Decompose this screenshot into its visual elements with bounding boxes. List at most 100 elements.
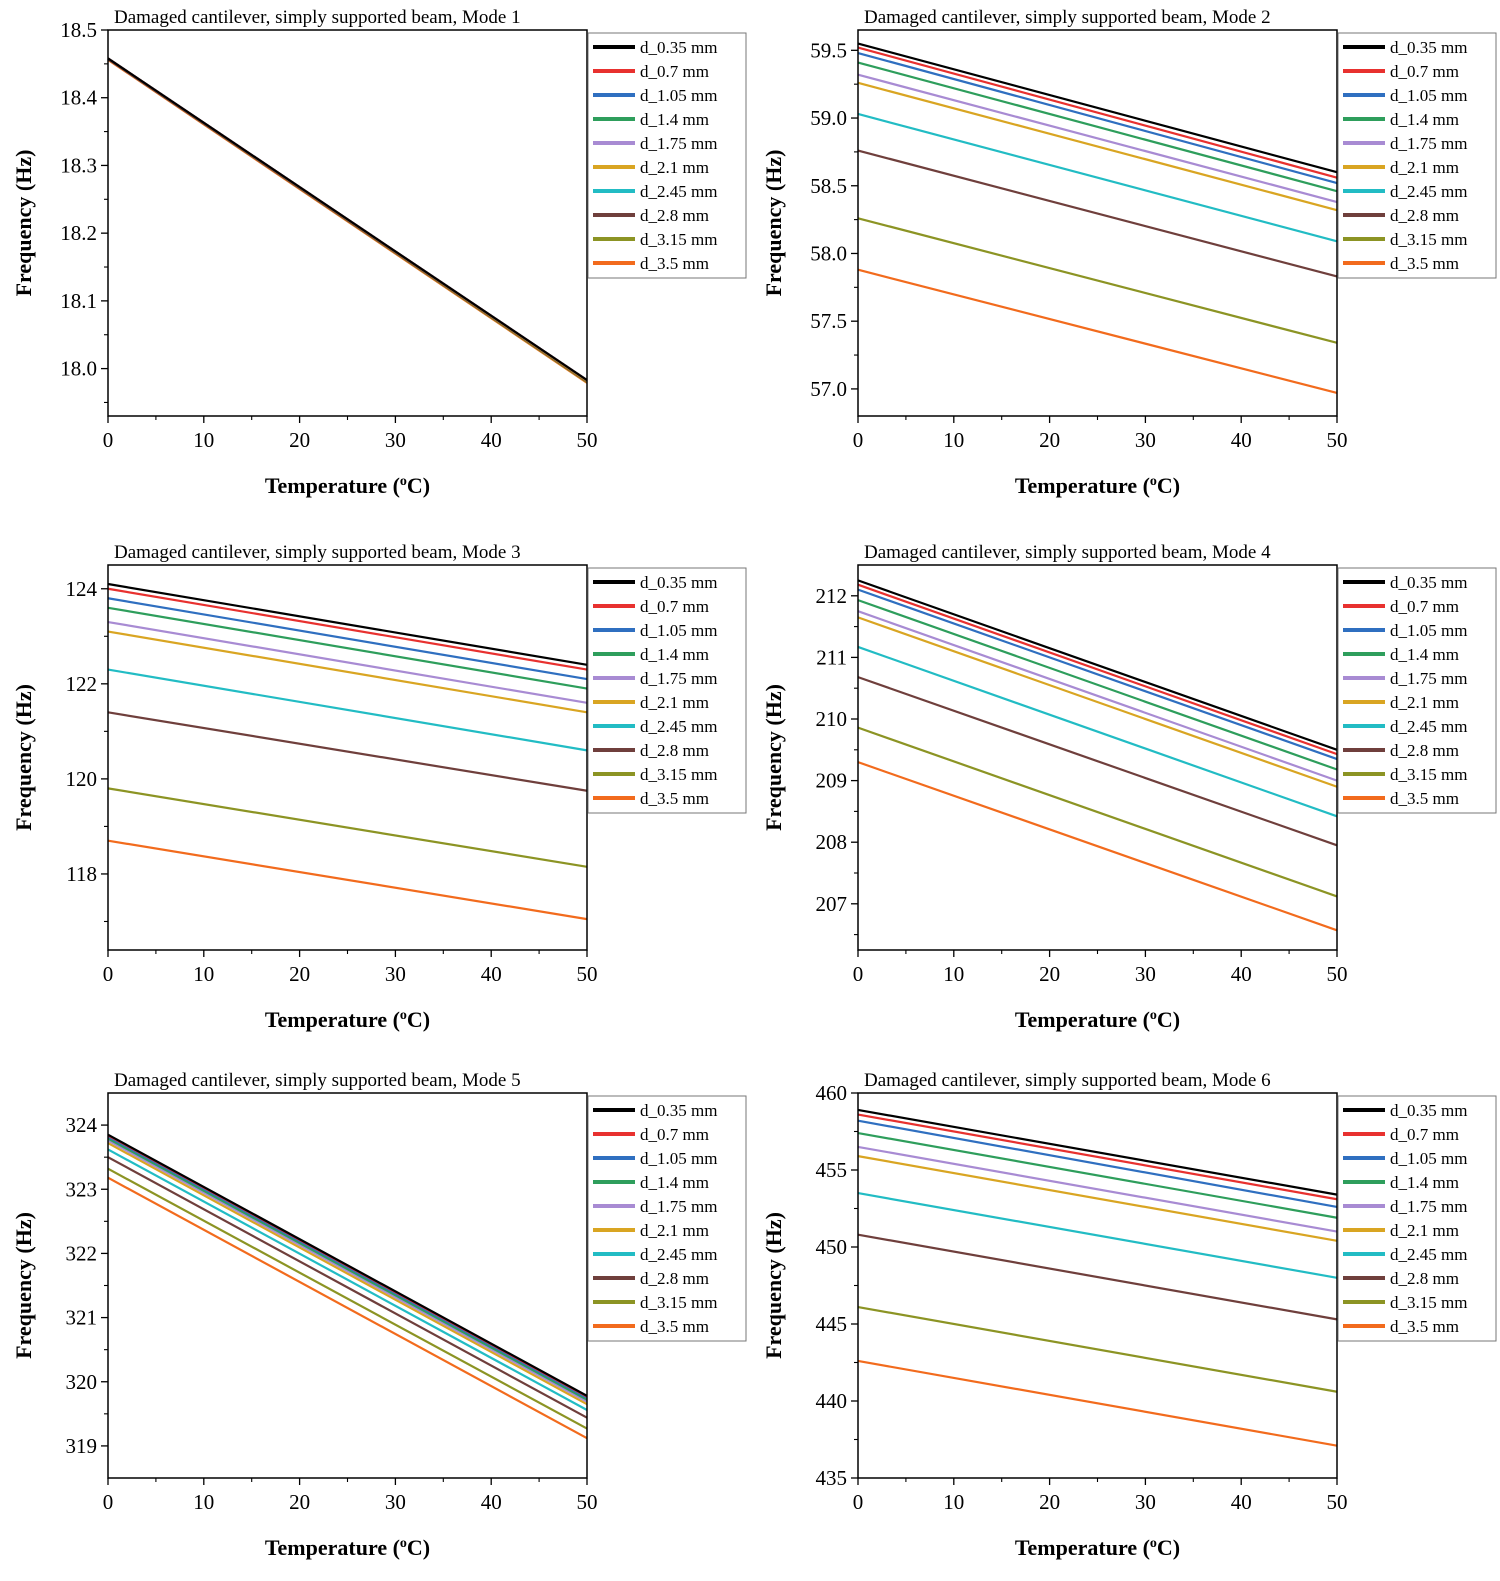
y-tick-label: 207: [816, 892, 848, 916]
x-tick-label: 0: [103, 962, 114, 986]
series-line-d-2.1-mm: [857, 1155, 1338, 1242]
x-tick-label: 40: [481, 1490, 502, 1514]
plot-frame: [107, 564, 588, 951]
plot-frame: [107, 1092, 588, 1479]
x-tick-label: 10: [193, 962, 214, 986]
x-tick-label: 30: [385, 962, 406, 986]
y-tick-label: 210: [816, 707, 848, 731]
legend-label: d_2.45 mm: [640, 1245, 717, 1264]
legend-label: d_2.8 mm: [1390, 1269, 1459, 1288]
chart-title: Damaged cantilever, simply supported bea…: [864, 7, 1271, 28]
x-tick-label: 30: [385, 1490, 406, 1514]
y-tick-label: 323: [66, 1177, 98, 1201]
x-tick-label: 20: [289, 428, 310, 452]
series-line-d-2.45-mm: [857, 112, 1338, 243]
y-tick-label: 58.5: [810, 174, 847, 198]
series-line-d-1.75-mm: [107, 1139, 588, 1403]
y-tick-label: 58.0: [810, 241, 847, 265]
legend-label: d_1.75 mm: [1390, 669, 1467, 688]
legend-label: d_2.1 mm: [1390, 158, 1459, 177]
plot-frame: [107, 29, 588, 417]
legend-label: d_1.4 mm: [640, 645, 709, 664]
y-tick-label: 450: [816, 1235, 848, 1259]
y-tick-label: 211: [816, 645, 847, 669]
legend-label: d_0.7 mm: [640, 62, 709, 81]
legend-label: d_3.5 mm: [1390, 789, 1459, 808]
y-axis-label: Frequency (Hz): [761, 1212, 786, 1359]
legend-label: d_0.35 mm: [640, 573, 717, 592]
y-tick-label: 18.0: [60, 357, 97, 381]
legend-label: d_3.15 mm: [1390, 230, 1467, 249]
legend-label: d_2.1 mm: [640, 1221, 709, 1240]
legend-label: d_1.05 mm: [1390, 1149, 1467, 1168]
x-tick-label: 0: [853, 1490, 864, 1514]
series-line-d-2.45-mm: [857, 1192, 1338, 1279]
y-tick-label: 322: [66, 1241, 98, 1265]
series-line-d-0.35-mm: [107, 582, 588, 666]
series-line-d-0.7-mm: [857, 583, 1338, 756]
y-tick-label: 18.1: [60, 289, 97, 313]
y-tick-label: 59.5: [810, 38, 847, 62]
y-tick-label: 455: [816, 1158, 848, 1182]
series-lines: [107, 582, 588, 921]
x-tick-label: 40: [481, 962, 502, 986]
x-tick-label: 0: [103, 1490, 114, 1514]
series-line-d-2.8-mm: [857, 1233, 1338, 1321]
legend-label: d_1.05 mm: [640, 86, 717, 105]
series-lines: [107, 57, 588, 384]
legend-label: d_2.1 mm: [1390, 693, 1459, 712]
series-line-d-2.45-mm: [857, 645, 1338, 818]
legend-label: d_0.35 mm: [640, 38, 717, 57]
y-axis-label: Frequency (Hz): [761, 684, 786, 831]
y-tick-label: 59.0: [810, 106, 847, 130]
x-tick-label: 10: [193, 428, 214, 452]
series-line-d-1.4-mm: [857, 1131, 1338, 1219]
x-tick-label: 30: [1135, 428, 1156, 452]
y-tick-label: 57.0: [810, 377, 847, 401]
series-line-d-2.1-mm: [857, 616, 1338, 788]
x-axis-label: Temperature (oC): [265, 473, 430, 498]
legend-label: d_3.15 mm: [640, 1293, 717, 1312]
y-tick-label: 321: [66, 1306, 98, 1330]
legend: d_0.35 mm d_0.7 mm d_1.05 mm d_1.4 mm d_1.75…: [587, 32, 747, 279]
x-axis-label-main: Temperature (: [265, 1007, 400, 1032]
x-tick-label: 20: [1039, 962, 1060, 986]
series-line-d-0.35-mm: [857, 42, 1338, 174]
y-tick-label: 209: [816, 769, 848, 793]
series-line-d-1.05-mm: [107, 597, 588, 681]
series-line-d-1.4-mm: [857, 61, 1338, 193]
x-tick-label: 50: [1327, 428, 1348, 452]
legend-label: d_1.75 mm: [640, 134, 717, 153]
series-line-d-1.05-mm: [107, 1135, 588, 1399]
series-line-d-2.8-mm: [107, 711, 588, 792]
y-tick-label: 319: [66, 1434, 98, 1458]
series-line-d-3.5-mm: [107, 1176, 588, 1440]
x-tick-label: 50: [1327, 1490, 1348, 1514]
series-line-d-1.4-mm: [857, 599, 1338, 771]
legend-label: d_1.4 mm: [640, 110, 709, 129]
x-tick-label: 30: [385, 428, 406, 452]
x-tick-label: 50: [1327, 962, 1348, 986]
legend-label: d_1.4 mm: [1390, 1173, 1459, 1192]
y-tick-label: 122: [66, 672, 98, 696]
series-line-d-1.05-mm: [857, 1119, 1338, 1209]
x-axis-label: Temperature (oC): [265, 1535, 430, 1560]
x-tick-label: 40: [1231, 428, 1252, 452]
legend-label: d_2.8 mm: [640, 206, 709, 225]
x-tick-label: 50: [577, 1490, 598, 1514]
series-line-d-1.4-mm: [107, 606, 588, 690]
legend-label: d_0.7 mm: [1390, 62, 1459, 81]
legend: d_0.35 mm d_0.7 mm d_1.05 mm d_1.4 mm d_1.75…: [1337, 32, 1497, 279]
series-line-d-0.7-mm: [107, 587, 588, 671]
legend: d_0.35 mm d_0.7 mm d_1.05 mm d_1.4 mm d_1.75…: [587, 1095, 747, 1342]
legend-label: d_3.15 mm: [640, 765, 717, 784]
series-line-d-2.45-mm: [107, 668, 588, 752]
legend-label: d_2.8 mm: [1390, 741, 1459, 760]
series-line-d-3.5-mm: [857, 268, 1338, 395]
legend-label: d_2.8 mm: [640, 741, 709, 760]
x-tick-label: 10: [943, 962, 964, 986]
x-axis-label-sup: o: [400, 1536, 407, 1551]
series-line-d-2.8-mm: [857, 149, 1338, 278]
legend-label: d_2.8 mm: [640, 1269, 709, 1288]
series-line-d-3.15-mm: [857, 726, 1338, 898]
